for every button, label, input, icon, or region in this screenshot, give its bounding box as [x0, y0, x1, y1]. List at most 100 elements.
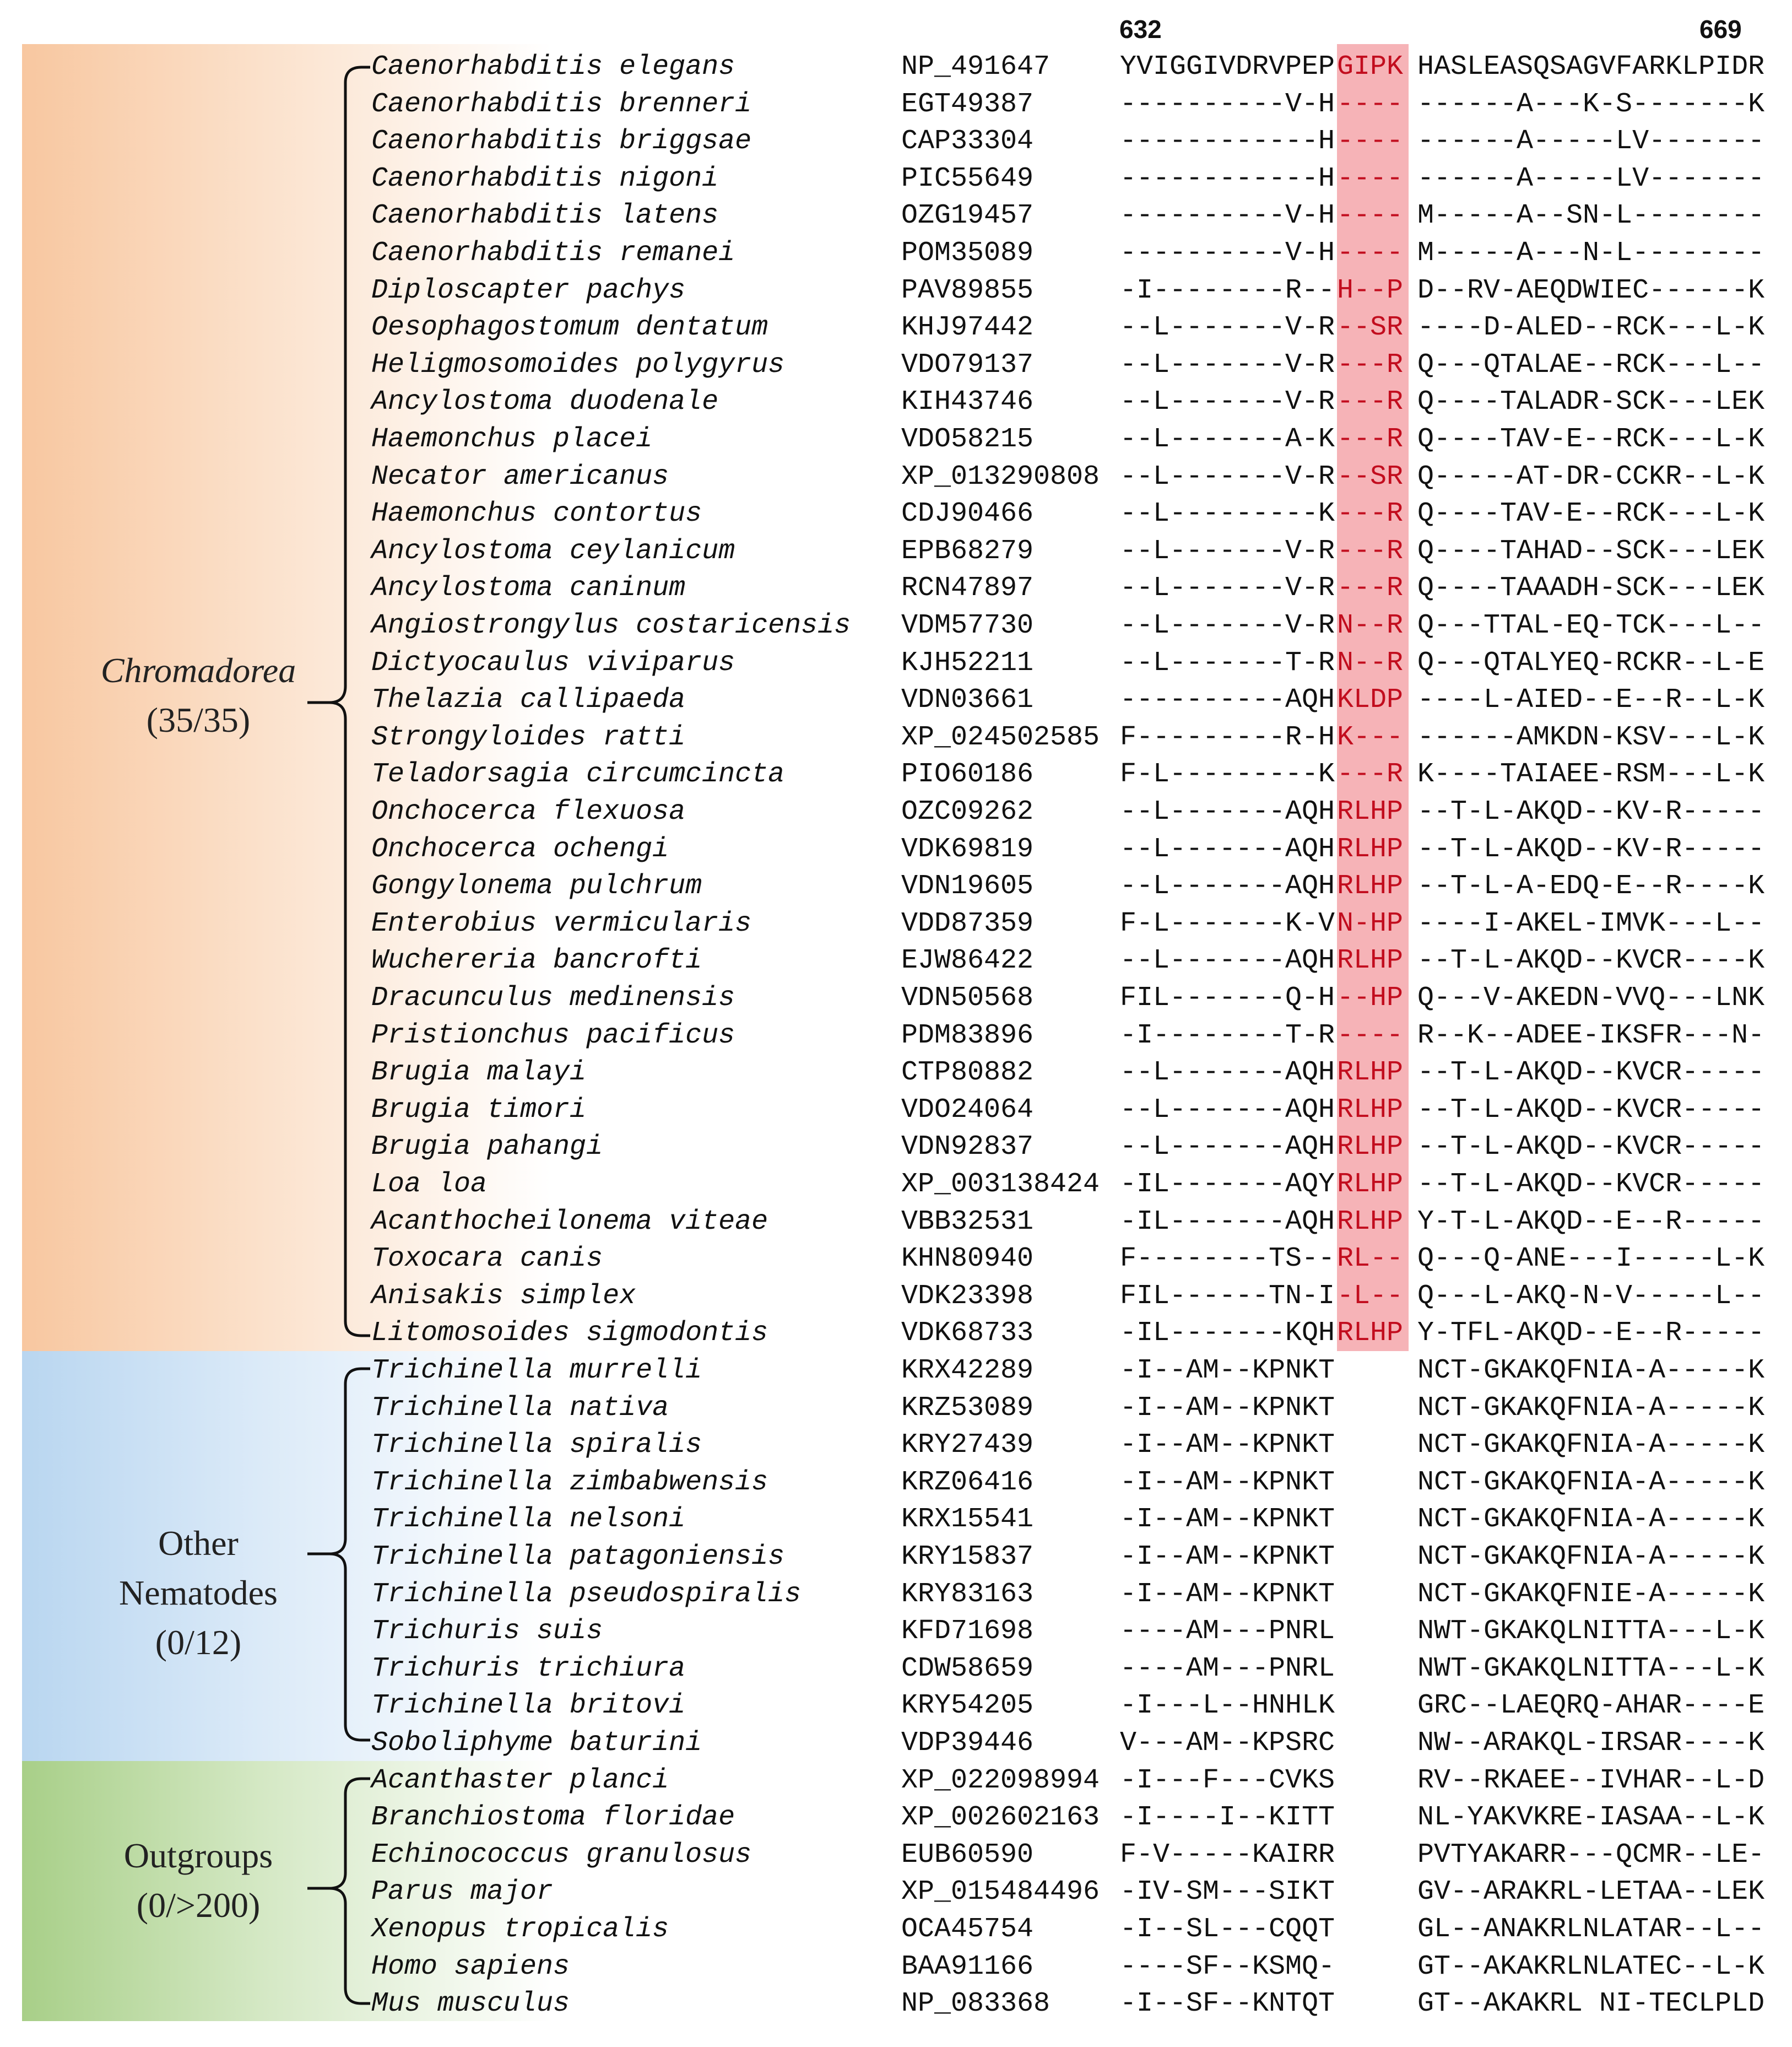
accession-number: KRZ53089 [901, 1392, 1034, 1424]
species-name: Diploscapter pachys [371, 274, 686, 306]
sequence-segment-1: -I---F---CVKS [1120, 1764, 1335, 1796]
sequence-segment-2: Y-T-L-AKQD--E--R----- [1417, 1206, 1765, 1238]
sequence-segment-2: --T-L-AKQD--KV-R----- [1417, 833, 1765, 865]
sequence-insertion: K--- [1337, 721, 1404, 753]
sequence-insertion: H--P [1337, 274, 1404, 306]
species-name: Toxocara canis [371, 1243, 603, 1275]
accession-number: VBB32531 [901, 1206, 1034, 1238]
sequence-segment-1: --L-------AQH [1120, 1057, 1335, 1089]
sequence-segment-1: -I--------T-R [1120, 1019, 1335, 1051]
sequence-segment-2: Q-----AT-DR-CCKR--L-K [1417, 461, 1765, 493]
sequence-segment-2: ------A---K-S-------K [1417, 88, 1765, 120]
accession-number: KHN80940 [901, 1243, 1034, 1275]
position-end-label: 669 [1699, 15, 1742, 44]
sequence-segment-2: Q---QTALAE--RCK---L-- [1417, 349, 1765, 381]
species-name: Caenorhabditis elegans [371, 51, 735, 83]
sequence-segment-2: Q----TAV-E--RCK---L-K [1417, 424, 1765, 455]
species-name: Trichinella britovi [371, 1690, 686, 1722]
sequence-insertion: ---R [1337, 572, 1404, 604]
sequence-segment-2: NCT-GKAKQFNIA-A-----K [1417, 1466, 1765, 1498]
accession-number: NP_083368 [901, 1988, 1051, 2020]
species-name: Brugia malayi [371, 1057, 587, 1089]
sequence-insertion: ---R [1337, 386, 1404, 418]
sequence-insertion: RLHP [1337, 1094, 1404, 1126]
sequence-segment-1: -I--AM--KPNKT [1120, 1504, 1335, 1536]
sequence-segment-1: -I--AM--KPNKT [1120, 1429, 1335, 1461]
sequence-segment-1: --L-------V-R [1120, 610, 1335, 641]
species-name: Trichinella zimbabwensis [371, 1466, 768, 1498]
accession-number: VDD87359 [901, 908, 1034, 939]
sequence-segment-1: -I--AM--KPNKT [1120, 1392, 1335, 1424]
accession-number: RCN47897 [901, 572, 1034, 604]
accession-number: KRY54205 [901, 1690, 1034, 1722]
group-label-chromadorea: Chromadorea (35/35) [0, 646, 397, 745]
accession-number: VDN03661 [901, 684, 1034, 716]
sequence-segment-1: ----AM---PNRL [1120, 1652, 1335, 1684]
accession-number: KIH43746 [901, 386, 1034, 418]
sequence-segment-2: NCT-GKAKQFNIA-A-----K [1417, 1504, 1765, 1536]
species-name: Echinococcus granulosus [371, 1839, 752, 1871]
sequence-segment-1: --L-------T-R [1120, 647, 1335, 679]
species-name: Onchocerca flexuosa [371, 796, 686, 828]
sequence-segment-2: ------A-----LV------- [1417, 126, 1765, 158]
sequence-segment-2: GV--ARAKRL-LETAA--LEK [1417, 1876, 1765, 1908]
species-name: Onchocerca ochengi [371, 833, 669, 865]
accession-number: VDO79137 [901, 349, 1034, 381]
accession-number: XP_013290808 [901, 461, 1100, 493]
sequence-insertion: ---- [1337, 126, 1404, 158]
sequence-insertion: ---- [1337, 163, 1404, 195]
sequence-segment-2: K----TAIAEE-RSM---L-K [1417, 759, 1765, 791]
sequence-segment-2: GT--AKAKRL NI-TECLPLD [1417, 1988, 1765, 2020]
sequence-segment-1: ------------H [1120, 163, 1335, 195]
sequence-segment-1: -I--AM--KPNKT [1120, 1355, 1335, 1386]
species-name: Caenorhabditis latens [371, 200, 719, 232]
group-label-outgroups: Outgroups (0/>200) [0, 1831, 397, 1930]
accession-number: NP_491647 [901, 51, 1051, 83]
sequence-segment-2: ------A-----LV------- [1417, 163, 1765, 195]
species-name: Dictyocaulus viviparus [371, 647, 735, 679]
accession-number: EGT49387 [901, 88, 1034, 120]
sequence-segment-2: NW--ARAKQL-IRSAR----K [1417, 1727, 1765, 1759]
sequence-segment-2: NWT-GKAKQLNITTA---L-K [1417, 1652, 1765, 1684]
sequence-segment-1: ----SF--KSMQ- [1120, 1951, 1335, 1983]
accession-number: XP_003138424 [901, 1169, 1100, 1200]
species-name: Trichinella patagoniensis [371, 1541, 785, 1573]
accession-number: VDN50568 [901, 982, 1034, 1014]
sequence-segment-2: --T-L-AKQD--KVCR----- [1417, 1057, 1765, 1089]
species-name: Mus musculus [371, 1988, 570, 2020]
sequence-segment-1: F-L-------K-V [1120, 908, 1335, 939]
sequence-segment-2: ----D-ALED--RCK---L-K [1417, 312, 1765, 344]
sequence-insertion: RLHP [1337, 1317, 1404, 1349]
sequence-segment-1: --L-------V-R [1120, 461, 1335, 493]
sequence-segment-2: --T-L-AKQD--KVCR----- [1417, 1131, 1765, 1163]
accession-number: KHJ97442 [901, 312, 1034, 344]
sequence-segment-2: NWT-GKAKQLNITTA---L-K [1417, 1616, 1765, 1648]
sequence-segment-1: -I--AM--KPNKT [1120, 1541, 1335, 1573]
species-name: Brugia timori [371, 1094, 587, 1126]
sequence-segment-1: ----------AQH [1120, 684, 1335, 716]
accession-number: KRX15541 [901, 1504, 1034, 1536]
sequence-segment-2: D--RV-AEQDWIEC------K [1417, 274, 1765, 306]
sequence-segment-2: ------AMKDN-KSV---L-K [1417, 721, 1765, 753]
insertion-highlight [1337, 44, 1409, 1351]
sequence-segment-2: --T-L-A-EDQ-E--R----K [1417, 871, 1765, 903]
species-name: Haemonchus contortus [371, 498, 702, 530]
species-name: Loa loa [371, 1169, 488, 1200]
sequence-segment-2: Q----TALADR-SCK---LEK [1417, 386, 1765, 418]
accession-number: VDO58215 [901, 424, 1034, 455]
sequence-segment-2: ----I-AKEL-IMVK---L-- [1417, 908, 1765, 939]
accession-number: PIC55649 [901, 163, 1034, 195]
sequence-segment-1: F-L---------K [1120, 759, 1335, 791]
sequence-segment-1: FIL------TN-I [1120, 1280, 1335, 1312]
sequence-insertion: ---R [1337, 424, 1404, 455]
sequence-segment-1: F--------TS-- [1120, 1243, 1335, 1275]
species-name: Caenorhabditis nigoni [371, 163, 719, 195]
species-name: Caenorhabditis briggsae [371, 126, 752, 158]
species-name: Angiostrongylus costaricensis [371, 610, 851, 641]
sequence-segment-2: NCT-GKAKQFNIE-A-----K [1417, 1578, 1765, 1610]
sequence-insertion: ---- [1337, 200, 1404, 232]
species-name: Caenorhabditis remanei [371, 237, 735, 269]
sequence-insertion: RLHP [1337, 1169, 1404, 1200]
group-count: (0/12) [155, 1623, 242, 1662]
